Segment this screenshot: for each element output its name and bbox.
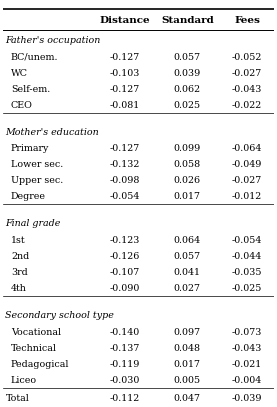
Text: -0.127: -0.127 bbox=[110, 53, 140, 62]
Text: Fees: Fees bbox=[234, 15, 260, 25]
Text: -0.035: -0.035 bbox=[232, 268, 262, 277]
Text: Final grade: Final grade bbox=[6, 219, 61, 228]
Text: -0.107: -0.107 bbox=[110, 268, 140, 277]
Text: Father's occupation: Father's occupation bbox=[6, 36, 101, 45]
Text: -0.112: -0.112 bbox=[110, 394, 140, 403]
Text: -0.025: -0.025 bbox=[232, 284, 262, 293]
Text: 0.047: 0.047 bbox=[174, 394, 201, 403]
Text: Primary: Primary bbox=[11, 144, 49, 153]
Text: -0.044: -0.044 bbox=[232, 252, 262, 261]
Text: 0.062: 0.062 bbox=[174, 85, 201, 94]
Text: -0.081: -0.081 bbox=[110, 101, 140, 109]
Text: -0.049: -0.049 bbox=[232, 160, 262, 169]
Text: -0.126: -0.126 bbox=[110, 252, 140, 261]
Text: 3rd: 3rd bbox=[11, 268, 28, 277]
Text: Total: Total bbox=[6, 394, 29, 403]
Text: 0.041: 0.041 bbox=[174, 268, 201, 277]
Text: 1st: 1st bbox=[11, 236, 25, 245]
Text: -0.119: -0.119 bbox=[110, 360, 140, 369]
Text: -0.098: -0.098 bbox=[110, 176, 140, 185]
Text: BC/unem.: BC/unem. bbox=[11, 53, 58, 62]
Text: -0.054: -0.054 bbox=[110, 193, 140, 201]
Text: 0.017: 0.017 bbox=[174, 193, 201, 201]
Text: 0.005: 0.005 bbox=[174, 376, 201, 385]
Text: -0.140: -0.140 bbox=[110, 328, 140, 337]
Text: Degree: Degree bbox=[11, 193, 46, 201]
Text: -0.132: -0.132 bbox=[110, 160, 140, 169]
Text: Liceo: Liceo bbox=[11, 376, 37, 385]
Text: -0.021: -0.021 bbox=[232, 360, 262, 369]
Text: -0.012: -0.012 bbox=[232, 193, 262, 201]
Text: -0.004: -0.004 bbox=[232, 376, 262, 385]
Text: 0.025: 0.025 bbox=[174, 101, 201, 109]
Text: -0.052: -0.052 bbox=[232, 53, 262, 62]
Text: -0.027: -0.027 bbox=[232, 69, 262, 78]
Text: -0.054: -0.054 bbox=[232, 236, 262, 245]
Text: 0.097: 0.097 bbox=[174, 328, 201, 337]
Text: CEO: CEO bbox=[11, 101, 33, 109]
Text: -0.103: -0.103 bbox=[110, 69, 140, 78]
Text: -0.043: -0.043 bbox=[232, 344, 262, 353]
Text: -0.137: -0.137 bbox=[110, 344, 140, 353]
Text: Lower sec.: Lower sec. bbox=[11, 160, 63, 169]
Text: 0.057: 0.057 bbox=[174, 53, 201, 62]
Text: 0.064: 0.064 bbox=[174, 236, 201, 245]
Text: 4th: 4th bbox=[11, 284, 27, 293]
Text: 2nd: 2nd bbox=[11, 252, 29, 261]
Text: -0.127: -0.127 bbox=[110, 144, 140, 153]
Text: -0.027: -0.027 bbox=[232, 176, 262, 185]
Text: 0.039: 0.039 bbox=[174, 69, 201, 78]
Text: -0.022: -0.022 bbox=[232, 101, 262, 109]
Text: 0.027: 0.027 bbox=[174, 284, 201, 293]
Text: -0.127: -0.127 bbox=[110, 85, 140, 94]
Text: Pedagogical: Pedagogical bbox=[11, 360, 70, 369]
Text: 0.017: 0.017 bbox=[174, 360, 201, 369]
Text: 0.048: 0.048 bbox=[174, 344, 201, 353]
Text: WC: WC bbox=[11, 69, 28, 78]
Text: 0.058: 0.058 bbox=[174, 160, 201, 169]
Text: -0.090: -0.090 bbox=[110, 284, 140, 293]
Text: -0.064: -0.064 bbox=[232, 144, 262, 153]
Text: Secondary school type: Secondary school type bbox=[6, 311, 114, 320]
Text: -0.073: -0.073 bbox=[232, 328, 262, 337]
Text: 0.057: 0.057 bbox=[174, 252, 201, 261]
Text: 0.099: 0.099 bbox=[174, 144, 201, 153]
Text: Distance: Distance bbox=[100, 15, 150, 25]
Text: -0.043: -0.043 bbox=[232, 85, 262, 94]
Text: 0.026: 0.026 bbox=[174, 176, 201, 185]
Text: Self-em.: Self-em. bbox=[11, 85, 50, 94]
Text: Mother's education: Mother's education bbox=[6, 128, 99, 137]
Text: -0.039: -0.039 bbox=[232, 394, 262, 403]
Text: Upper sec.: Upper sec. bbox=[11, 176, 63, 185]
Text: -0.030: -0.030 bbox=[110, 376, 140, 385]
Text: Technical: Technical bbox=[11, 344, 57, 353]
Text: Standard: Standard bbox=[161, 15, 214, 25]
Text: Vocational: Vocational bbox=[11, 328, 61, 337]
Text: -0.123: -0.123 bbox=[110, 236, 140, 245]
